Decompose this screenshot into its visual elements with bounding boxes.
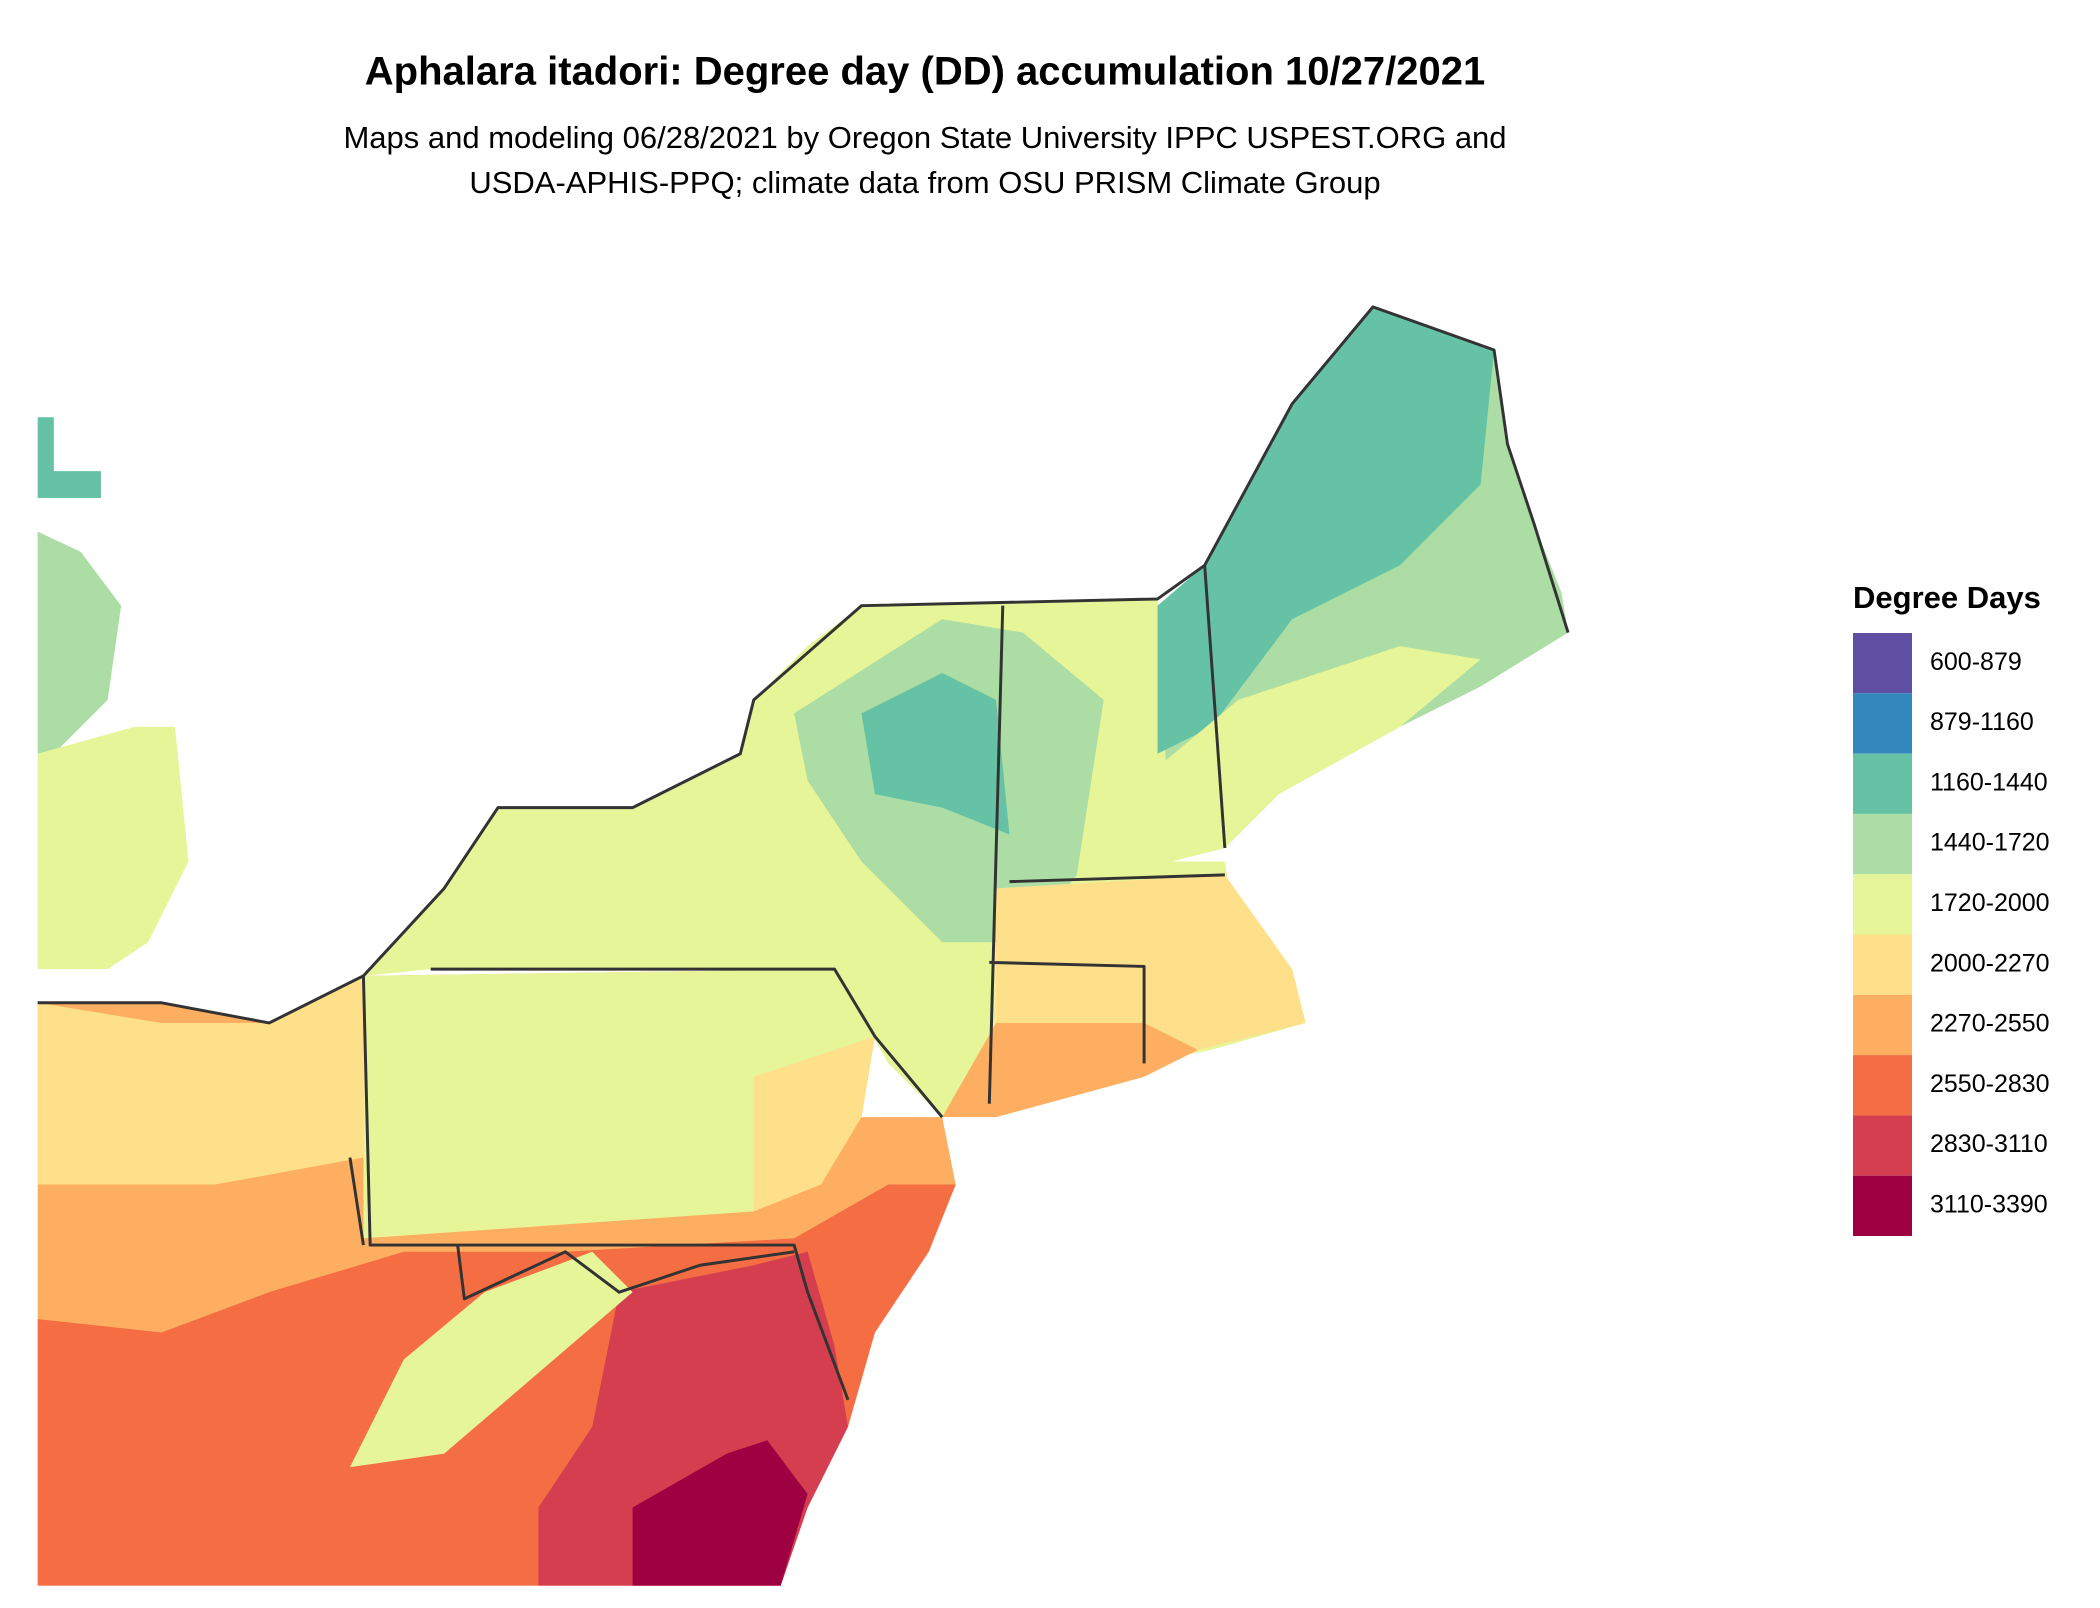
region bbox=[942, 1022, 1198, 1118]
legend-swatch bbox=[1853, 1055, 1912, 1116]
region bbox=[753, 1036, 875, 1212]
legend-swatch bbox=[1853, 813, 1912, 875]
legend-swatch bbox=[1853, 1175, 1912, 1236]
legend-label: 2550-2830 bbox=[1930, 1070, 2050, 1098]
map-title: Aphalara itadori: Degree day (DD) accumu… bbox=[365, 50, 1485, 94]
legend-swatch bbox=[1853, 1115, 1912, 1176]
legend-label: 2270-2550 bbox=[1930, 1010, 2050, 1038]
region bbox=[349, 1251, 633, 1468]
region bbox=[1157, 306, 1495, 754]
legend-title: Degree Days bbox=[1853, 580, 2041, 615]
legend-swatch bbox=[1853, 693, 1912, 754]
legend-label: 2830-3110 bbox=[1930, 1130, 2048, 1158]
legend-swatch bbox=[1853, 753, 1912, 814]
legend-swatch bbox=[1853, 934, 1912, 995]
map-subtitle: Maps and modeling 06/28/2021 by Oregon S… bbox=[343, 120, 1506, 155]
legend-swatch bbox=[1853, 994, 1912, 1056]
legend: Degree Days 600-879 879-1160 1160-1440 1440… bbox=[1853, 580, 2050, 1236]
legend-label: 879-1160 bbox=[1930, 708, 2034, 736]
legend-swatch bbox=[1853, 633, 1912, 694]
region bbox=[37, 417, 101, 499]
legend-swatch bbox=[1853, 874, 1912, 935]
region bbox=[37, 531, 122, 754]
region bbox=[363, 969, 875, 1239]
legend-label: 3110-3390 bbox=[1930, 1190, 2048, 1218]
legend-label: 1160-1440 bbox=[1930, 768, 2048, 796]
region bbox=[632, 1440, 808, 1586]
region bbox=[37, 975, 364, 1185]
legend-label: 1720-2000 bbox=[1930, 889, 2050, 917]
legend-label: 600-879 bbox=[1930, 648, 2022, 676]
map bbox=[37, 305, 1570, 1586]
region bbox=[37, 726, 189, 970]
legend-label: 1440-1720 bbox=[1930, 829, 2050, 857]
legend-label: 2000-2270 bbox=[1930, 949, 2050, 977]
region bbox=[861, 673, 1010, 835]
state-border bbox=[37, 305, 1570, 1401]
map-subtitle: USDA-APHIS-PPQ; climate data from OSU PR… bbox=[469, 165, 1380, 200]
